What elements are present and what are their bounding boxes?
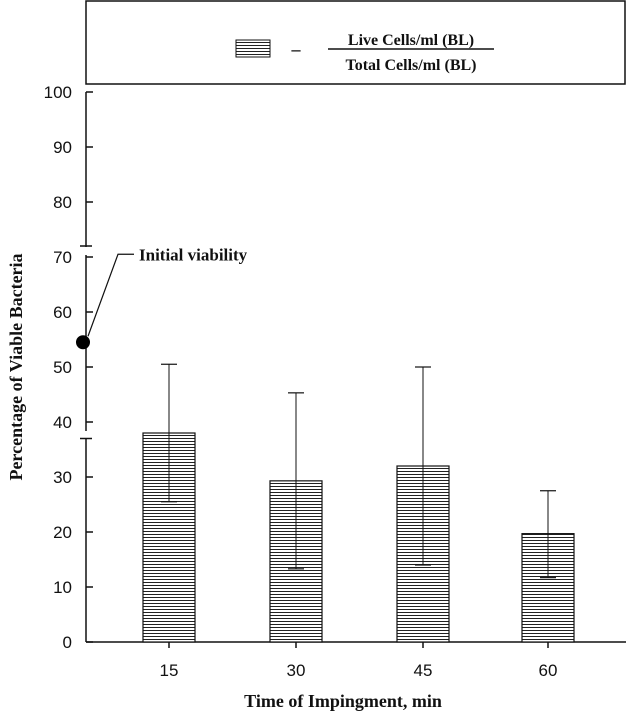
y-tick-label: 60	[53, 303, 72, 322]
error-bars	[161, 363, 556, 579]
x-axis-title: Time of Impingment, min	[244, 691, 442, 711]
legend: – Live Cells/ml (BL) Total Cells/ml (BL)	[85, 0, 626, 85]
legend-denominator: Total Cells/ml (BL)	[346, 57, 477, 74]
initial-viability-label: Initial viability	[139, 245, 248, 264]
y-tick-label: 80	[53, 193, 72, 212]
initial-viability-leader	[87, 253, 134, 337]
legend-frame	[85, 0, 626, 85]
x-tick-label: 60	[539, 661, 558, 680]
y-tick-label: 0	[63, 633, 72, 652]
legend-numerator: Live Cells/ml (BL)	[348, 32, 474, 49]
bars	[142, 432, 575, 643]
legend-dash: –	[291, 39, 302, 59]
y-tick-label: 20	[53, 523, 72, 542]
y-tick-label: 40	[53, 413, 72, 432]
x-tick-label: 30	[287, 661, 306, 680]
y-tick-label: 90	[53, 138, 72, 157]
y-tick-label: 30	[53, 468, 72, 487]
x-tick-label: 45	[414, 661, 433, 680]
y-ticks: 0 10 20 30 40 50 60 70 80 90 100	[44, 83, 93, 652]
y-tick-label: 70	[53, 248, 72, 267]
y-tick-label: 100	[44, 83, 72, 102]
initial-viability-annotation: Initial viability	[76, 245, 248, 440]
y-tick-label: 10	[53, 578, 72, 597]
x-ticks: 15 30 45 60	[160, 642, 558, 680]
x-tick-label: 15	[160, 661, 179, 680]
legend-swatch	[235, 39, 271, 58]
y-axis-title: Percentage of Viable Bacteria	[6, 253, 26, 480]
initial-viability-point	[76, 335, 90, 350]
y-tick-label: 50	[53, 358, 72, 377]
